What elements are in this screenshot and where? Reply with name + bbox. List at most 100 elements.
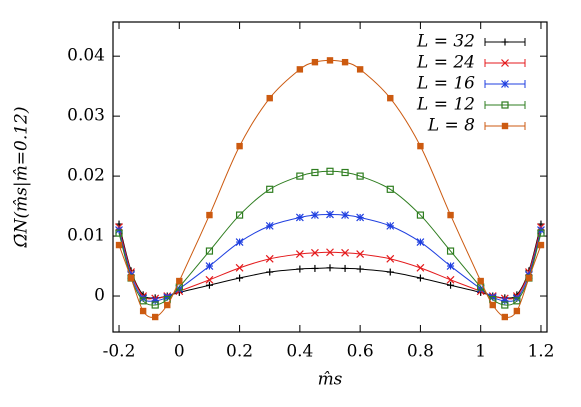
marker	[311, 211, 319, 219]
marker	[341, 211, 349, 219]
marker	[296, 265, 304, 273]
marker-square	[151, 313, 159, 321]
marker	[416, 211, 425, 219]
marker-stroke	[265, 221, 274, 230]
marker-square	[417, 142, 424, 150]
marker-stroke	[356, 213, 365, 222]
marker	[115, 229, 123, 237]
marker-square	[537, 229, 545, 237]
marker-square	[266, 185, 274, 193]
marker	[501, 301, 509, 309]
marker	[205, 275, 214, 284]
x-tick-label: 0.4	[286, 342, 313, 362]
x-tick-label: 0.8	[407, 342, 434, 362]
marker-square	[115, 241, 123, 249]
marker-square	[236, 142, 243, 150]
marker-square	[164, 301, 171, 309]
marker-square	[235, 211, 244, 219]
marker	[489, 301, 496, 309]
marker	[176, 277, 183, 285]
marker	[326, 210, 334, 219]
marker-square	[176, 277, 183, 285]
marker-square	[326, 167, 334, 175]
x-axis-label: m̂s	[318, 370, 343, 390]
marker	[446, 247, 455, 255]
marker-stroke	[205, 262, 214, 270]
marker	[296, 172, 304, 180]
marker-square	[387, 94, 394, 102]
marker	[447, 211, 454, 219]
marker-square	[525, 274, 533, 282]
x-tick-label: -0.2	[103, 342, 136, 362]
marker-stroke	[151, 296, 160, 305]
marker	[151, 296, 160, 305]
marker-stroke	[205, 275, 214, 284]
marker-stroke	[446, 262, 455, 270]
marker	[295, 213, 304, 222]
marker-square	[115, 229, 123, 237]
marker	[500, 296, 509, 305]
marker-stroke	[501, 80, 509, 88]
marker	[537, 241, 545, 249]
marker	[296, 66, 304, 73]
marker	[446, 262, 455, 270]
marker-stroke	[311, 248, 319, 257]
marker-square	[477, 277, 484, 285]
marker	[326, 264, 334, 272]
marker	[386, 221, 395, 230]
marker	[513, 297, 521, 305]
marker-stroke	[295, 250, 304, 258]
marker	[501, 101, 509, 109]
marker-stroke	[386, 254, 395, 263]
marker-square	[311, 58, 319, 66]
marker	[235, 211, 244, 219]
x-tick-label: 0	[174, 342, 185, 362]
marker-stroke	[235, 263, 244, 272]
marker	[265, 254, 274, 263]
marker	[151, 301, 159, 309]
legend-label: L = 8	[427, 116, 475, 136]
marker	[501, 313, 509, 321]
marker-square	[205, 247, 214, 255]
marker	[236, 142, 243, 150]
marker	[537, 229, 545, 237]
y-tick-label: 0.04	[67, 46, 105, 66]
marker-square	[326, 57, 334, 64]
marker	[311, 264, 319, 272]
marker-stroke	[341, 248, 349, 257]
marker-square	[296, 66, 304, 73]
marker	[356, 66, 364, 73]
marker-square	[513, 297, 521, 305]
marker	[501, 59, 509, 67]
marker	[416, 238, 425, 246]
marker	[447, 281, 455, 289]
y-tick-label: 0.01	[67, 226, 105, 246]
marker	[164, 301, 171, 309]
marker	[311, 58, 319, 66]
marker	[341, 168, 349, 177]
marker-square	[489, 301, 496, 309]
marker	[206, 211, 213, 219]
legend-label: L = 32	[416, 32, 475, 52]
marker	[386, 254, 395, 263]
marker-square	[446, 247, 455, 255]
marker-square	[386, 185, 394, 193]
marker	[341, 248, 349, 257]
marker	[311, 168, 319, 177]
marker	[525, 274, 533, 282]
marker-square	[513, 307, 521, 315]
plot-frame	[112, 21, 548, 333]
marker-square	[151, 301, 159, 309]
marker	[446, 275, 455, 284]
marker	[236, 274, 244, 282]
marker	[266, 94, 273, 102]
marker	[266, 268, 274, 276]
marker-stroke	[416, 238, 425, 246]
marker-stroke	[326, 210, 334, 219]
marker-stroke	[326, 248, 334, 257]
marker-square	[296, 172, 304, 180]
marker	[205, 281, 213, 289]
marker	[139, 307, 147, 315]
marker	[265, 221, 274, 230]
